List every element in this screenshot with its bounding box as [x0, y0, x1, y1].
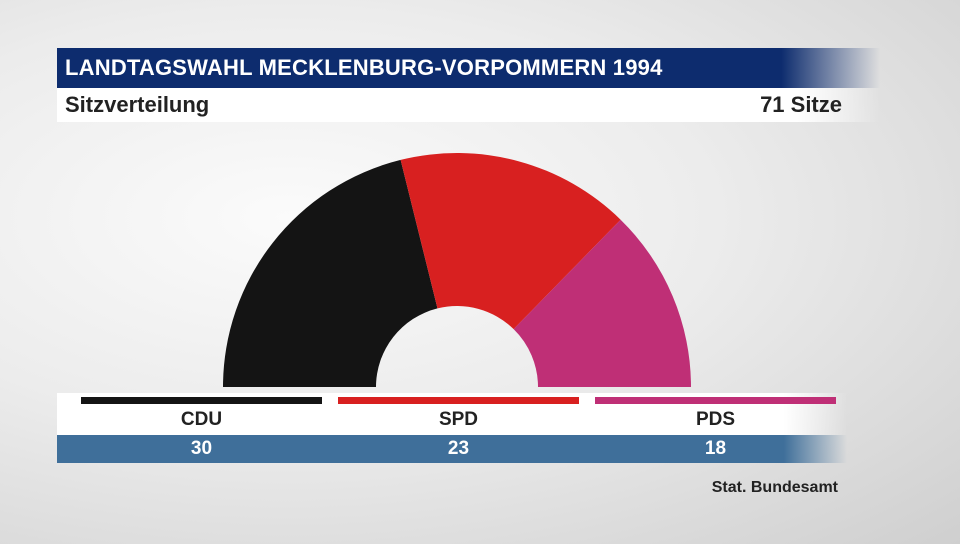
legend-item-pds: PDS — [595, 393, 836, 435]
legend-swatch-pds — [595, 397, 836, 404]
legend-item-cdu: CDU — [81, 393, 322, 435]
chart-title: LANDTAGSWAHL MECKLENBURG-VORPOMMERN 1994 — [65, 55, 663, 80]
legend-item-spd: SPD — [338, 393, 579, 435]
total-seats: 71 Sitze — [760, 92, 842, 117]
source-label: Stat. Bundesamt — [711, 479, 838, 496]
seat-value-cdu: 30 — [190, 438, 213, 459]
legend-label-cdu: CDU — [180, 409, 223, 430]
legend-swatch-spd — [338, 397, 579, 404]
seat-segment-cdu — [223, 159, 438, 387]
seat-value-pds: 18 — [704, 438, 727, 459]
chart-subtitle: Sitzverteilung — [65, 92, 210, 117]
seat-segment-spd — [400, 153, 621, 330]
legend-label-pds: PDS — [695, 409, 736, 430]
seat-value-spd: 23 — [447, 438, 470, 459]
seat-values: 30 23 18 — [57, 435, 847, 463]
legend: CDU SPD PDS — [57, 393, 847, 435]
legend-label-spd: SPD — [438, 409, 479, 430]
seat-segment-pds — [513, 219, 691, 387]
subtitle-bar: Sitzverteilung 71 Sitze — [57, 88, 880, 122]
legend-swatch-cdu — [81, 397, 322, 404]
title-bar: LANDTAGSWAHL MECKLENBURG-VORPOMMERN 1994 — [57, 48, 880, 88]
